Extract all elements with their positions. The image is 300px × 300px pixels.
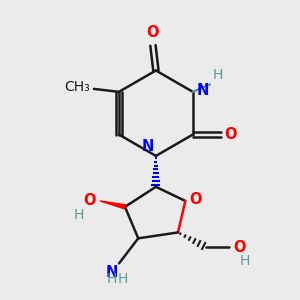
Text: O: O <box>190 192 202 207</box>
Text: H: H <box>106 272 117 286</box>
Text: O: O <box>147 25 159 40</box>
Text: O: O <box>224 127 237 142</box>
Text: H: H <box>240 254 250 268</box>
Text: O: O <box>233 240 245 255</box>
Text: H: H <box>117 272 128 286</box>
Text: H: H <box>74 208 84 222</box>
Text: N: N <box>105 265 118 280</box>
Text: N: N <box>196 83 209 98</box>
Text: H: H <box>213 68 223 82</box>
Polygon shape <box>100 201 125 209</box>
Text: CH₃: CH₃ <box>64 80 90 94</box>
Text: N: N <box>142 140 155 154</box>
Text: O: O <box>83 193 95 208</box>
